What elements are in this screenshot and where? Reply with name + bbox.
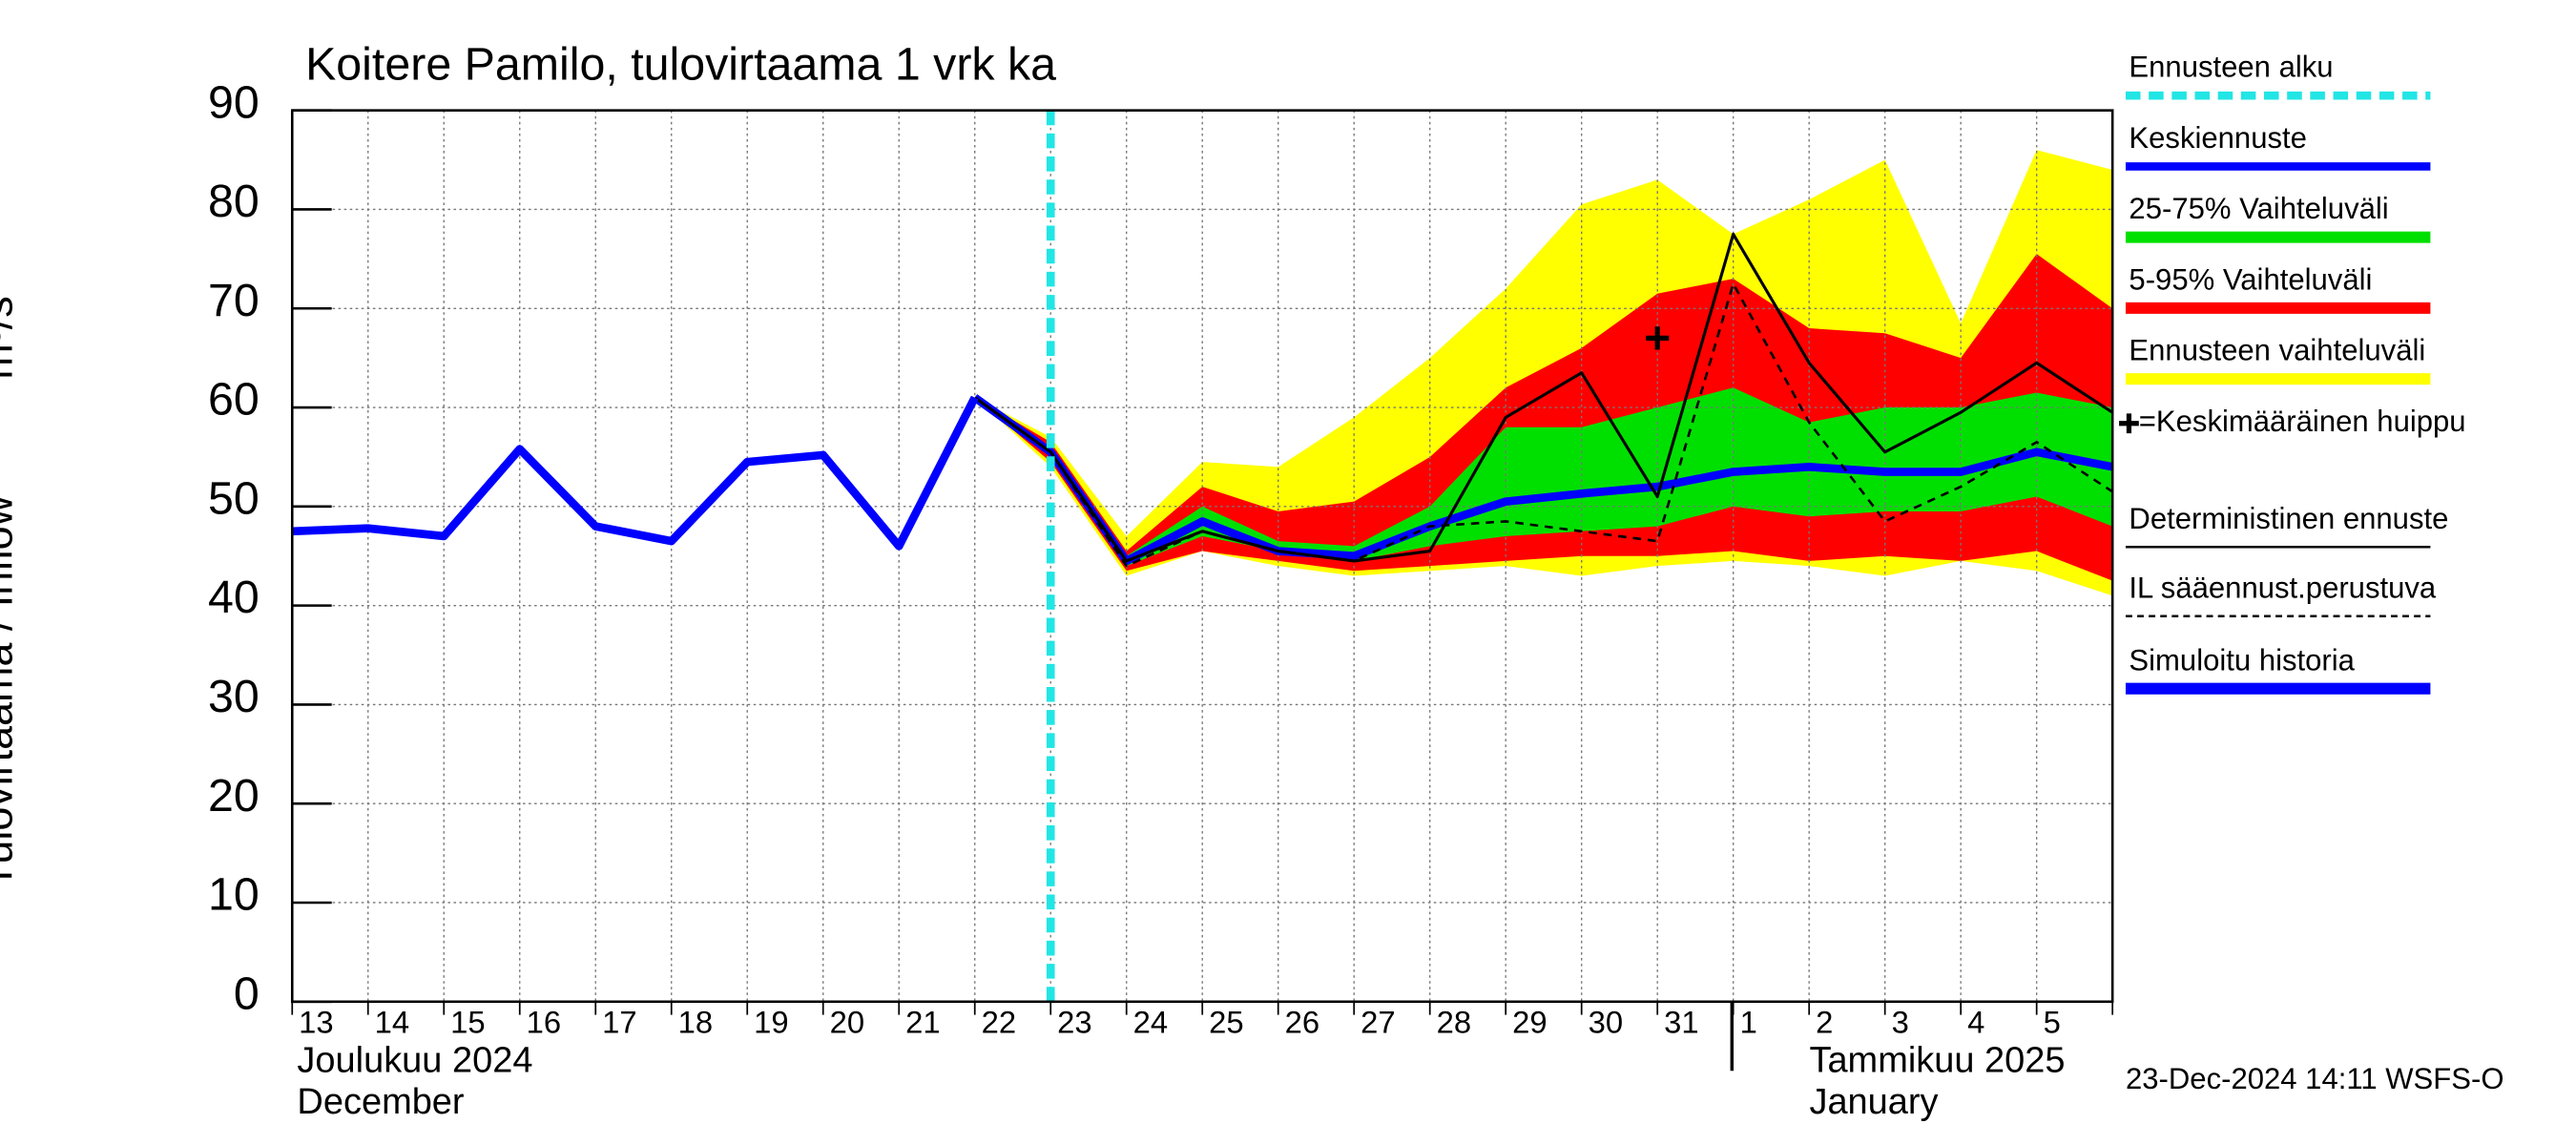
- y-tick-label: 80: [208, 176, 260, 227]
- x-tick-label: 22: [982, 1005, 1016, 1040]
- month-label: January: [1809, 1082, 1938, 1122]
- legend-label: =Keskimääräinen huippu: [2139, 405, 2466, 438]
- legend-label: Deterministinen ennuste: [2129, 502, 2448, 535]
- x-tick-label: 3: [1892, 1005, 1909, 1040]
- x-tick-label: 26: [1285, 1005, 1319, 1040]
- legend-label: Simuloitu historia: [2129, 643, 2355, 677]
- peak-marker: [1646, 326, 1670, 350]
- x-tick-label: 14: [375, 1005, 409, 1040]
- x-tick-label: 24: [1133, 1005, 1168, 1040]
- y-tick-label: 50: [208, 472, 260, 524]
- y-tick-label: 60: [208, 374, 260, 426]
- legend-label: 25-75% Vaihteluväli: [2129, 192, 2388, 225]
- x-tick-label: 16: [527, 1005, 561, 1040]
- x-tick-label: 4: [1967, 1005, 1984, 1040]
- y-tick-label: 0: [234, 968, 260, 1019]
- x-tick-label: 18: [678, 1005, 713, 1040]
- y-tick-label: 90: [208, 76, 260, 128]
- timestamp: 23-Dec-2024 14:11 WSFS-O: [2126, 1062, 2504, 1095]
- chart-title: Koitere Pamilo, tulovirtaama 1 vrk ka: [305, 39, 1056, 91]
- legend-label: Ennusteen vaihteluväli: [2129, 334, 2425, 367]
- x-tick-label: 2: [1816, 1005, 1833, 1040]
- y-tick-label: 30: [208, 671, 260, 722]
- month-label: Tammikuu 2025: [1809, 1041, 2065, 1081]
- legend: Ennusteen alku Keskiennuste 25-75% Vaihtel…: [2119, 51, 2466, 695]
- x-tick-label: 25: [1209, 1005, 1243, 1040]
- series-line: [292, 395, 979, 551]
- x-tick-label: 19: [754, 1005, 788, 1040]
- y-tick-label: 70: [208, 275, 260, 326]
- y-tick-label: 20: [208, 770, 260, 822]
- y-axis-label: Tulovirtaama / Inflow: [0, 494, 22, 888]
- band-area: [974, 387, 2113, 567]
- x-tick-label: 13: [299, 1005, 333, 1040]
- series-line: [973, 232, 2114, 563]
- x-tick-label: 20: [830, 1005, 864, 1040]
- x-tick-label: 28: [1437, 1005, 1471, 1040]
- legend-label: 5-95% Vaihteluväli: [2129, 262, 2372, 296]
- month-label: December: [297, 1082, 464, 1122]
- x-tick-label: 31: [1664, 1005, 1698, 1040]
- x-tick-label: 27: [1361, 1005, 1395, 1040]
- x-tick-label: 29: [1512, 1005, 1547, 1040]
- legend-peak-symbol: [2119, 413, 2139, 434]
- x-tick-label: 17: [602, 1005, 636, 1040]
- x-tick-label: 30: [1589, 1005, 1623, 1040]
- legend-label: IL sääennust.perustuva: [2129, 571, 2436, 604]
- legend-label: Ennusteen alku: [2129, 51, 2333, 84]
- legend-label: Keskiennuste: [2129, 121, 2307, 155]
- x-tick-label: 1: [1740, 1005, 1757, 1040]
- y-tick-label: 10: [208, 869, 260, 921]
- series-line: [972, 394, 2114, 566]
- x-tick-label: 15: [450, 1005, 485, 1040]
- series-line: [973, 282, 2113, 568]
- x-tick-label: 21: [905, 1005, 940, 1040]
- x-tick-label: 5: [2044, 1005, 2061, 1040]
- y-tick-label: 40: [208, 572, 260, 623]
- month-label: Joulukuu 2024: [297, 1041, 532, 1081]
- y-axis-unit: m³/s: [0, 296, 22, 379]
- x-tick-label: 23: [1057, 1005, 1091, 1040]
